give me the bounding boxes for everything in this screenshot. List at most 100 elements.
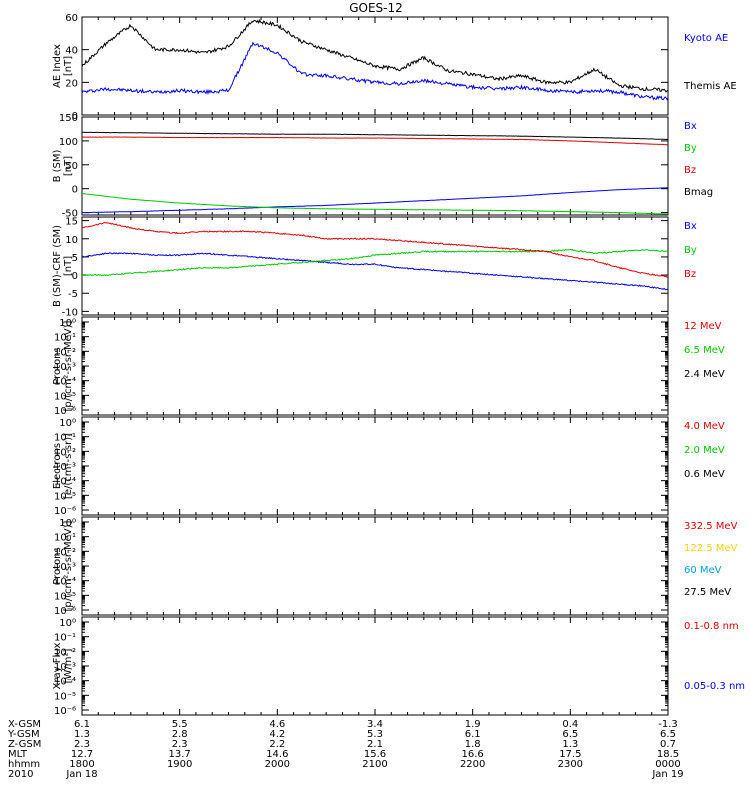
figure-title: GOES-12 bbox=[349, 1, 403, 15]
y-tick-label: 10⁻⁶ bbox=[54, 406, 76, 417]
y-axis-unit: [W/m²] bbox=[63, 648, 74, 683]
footer-cell: 3.4 bbox=[367, 719, 383, 730]
footer-cell: Jan 19 bbox=[651, 769, 683, 780]
panel-protons-1: Protons [p/(cm²-s-sr-MeV)]10⁰ 10⁻¹ 10⁻² 10⁻³… bbox=[52, 316, 725, 417]
panel-b-minus-crf: B (SM)-CRF (SM) [nT] -10 -5 0 5 10 15 Bx By Bz bbox=[52, 216, 697, 318]
y-tick-label: 50 bbox=[65, 161, 78, 172]
y-tick-label: 0 bbox=[72, 271, 78, 282]
footer-cell: 6.1 bbox=[465, 729, 481, 740]
y-tick-label: 10⁻⁵ bbox=[54, 691, 76, 702]
footer-cell: 12.7 bbox=[71, 749, 93, 760]
y-tick-label: 10⁻⁴ bbox=[54, 477, 76, 488]
y-axis-unit: [nT] bbox=[63, 256, 74, 276]
y-tick-label: -50 bbox=[62, 209, 78, 220]
y-tick-label: 10⁻² bbox=[54, 547, 76, 558]
footer-cell: 1.3 bbox=[74, 729, 90, 740]
y-tick-label: 5 bbox=[72, 253, 78, 264]
footer-row-label: MLT bbox=[8, 749, 28, 760]
y-tick-label: 10⁻⁴ bbox=[54, 677, 76, 688]
footer-cell: 16.6 bbox=[462, 749, 484, 760]
footer-cell: 18.5 bbox=[657, 749, 679, 760]
footer-cell: 4.6 bbox=[269, 719, 285, 730]
legend-entry: 60 MeV bbox=[684, 565, 722, 576]
legend-entry: 0.05-0.3 nm bbox=[684, 681, 745, 692]
legend-entry: 4.0 MeV bbox=[684, 421, 725, 432]
y-tick-label: 10⁻⁶ bbox=[54, 506, 76, 517]
footer-cell: 0.4 bbox=[562, 719, 578, 730]
footer-cell: 6.5 bbox=[562, 729, 578, 740]
y-tick-label: 10⁻² bbox=[54, 647, 76, 658]
y-tick-label: 10⁰ bbox=[59, 418, 76, 429]
y-axis-unit: [p/(cm²-s-sr-MeV)] bbox=[63, 520, 74, 611]
panel-electrons: Electrons [e/(cm²-s-sr)] 10⁰ 10⁻¹ 10⁻² 10⁻³ 10… bbox=[52, 416, 725, 517]
legend-entry: By bbox=[684, 143, 697, 154]
y-tick-label: 10⁻⁶ bbox=[54, 706, 76, 717]
legend-entry: Bx bbox=[684, 121, 697, 132]
legend-entry: Bz bbox=[684, 165, 696, 176]
footer-cell: 5.3 bbox=[367, 729, 383, 740]
panel-frame bbox=[81, 316, 669, 416]
series-line-bx bbox=[81, 252, 669, 291]
footer-cell: 4.2 bbox=[269, 729, 285, 740]
footer-cell: 1.9 bbox=[465, 719, 481, 730]
footer-cell: 2200 bbox=[460, 759, 485, 770]
y-tick-label: 10⁻¹ bbox=[54, 333, 76, 344]
legend-entry: Kyoto AE bbox=[684, 33, 728, 44]
y-axis-unit: [e/(cm²-s-sr)] bbox=[63, 433, 74, 499]
legend-entry: 122.5 MeV bbox=[684, 543, 738, 554]
footer-row-label: 2010 bbox=[8, 769, 33, 780]
y-tick-label: 60 bbox=[65, 13, 78, 24]
y-tick-label: 10 bbox=[65, 235, 78, 246]
panel-frame bbox=[81, 616, 669, 716]
footer-cell: 1800 bbox=[69, 759, 94, 770]
panel-frame bbox=[81, 516, 669, 616]
y-axis-unit: [nT] bbox=[63, 156, 74, 176]
legend-entry: Bmag bbox=[684, 187, 713, 198]
y-tick-label: 10⁻³ bbox=[54, 662, 76, 673]
footer-cell: 6.5 bbox=[660, 729, 676, 740]
y-tick-label: 10⁻¹ bbox=[54, 533, 76, 544]
panel-b-sm: B (SM) [nT] -50 0 50 100 150 Bx By Bz Bmag bbox=[52, 113, 713, 220]
legend-entry: 6.5 MeV bbox=[684, 345, 725, 356]
y-tick-label: 10⁻⁵ bbox=[54, 591, 76, 602]
y-axis-label: B (SM)-CRF (SM) bbox=[52, 225, 63, 307]
footer-cell: 5.5 bbox=[172, 719, 188, 730]
footer-row-label: hhmm bbox=[8, 759, 40, 770]
y-axis-label: Protons bbox=[52, 347, 63, 384]
y-tick-label: 10⁻² bbox=[54, 347, 76, 358]
panel-xray-flux: Xray Flux [W/m²] 10⁰ 10⁻¹ 10⁻² 10⁻³ 10⁻⁴ 10⁻⁵ 10… bbox=[52, 616, 745, 717]
y-tick-label: 10⁻¹ bbox=[54, 633, 76, 644]
y-tick-label: 10⁻⁴ bbox=[54, 377, 76, 388]
series-line-kyoto-ae bbox=[81, 41, 669, 101]
y-axis-label: Protons bbox=[52, 547, 63, 584]
y-tick-label: -10 bbox=[62, 307, 78, 318]
legend-entry: 332.5 MeV bbox=[684, 521, 738, 532]
footer-cell: 2.8 bbox=[172, 729, 188, 740]
legend-entry: 0.1-0.8 nm bbox=[684, 621, 739, 632]
y-tick-label: 10⁻⁴ bbox=[54, 577, 76, 588]
footer-cell: Jan 18 bbox=[65, 769, 97, 780]
footer-cell: 2.3 bbox=[172, 739, 188, 750]
footer-cell: 2100 bbox=[362, 759, 387, 770]
y-axis-label: AE Index bbox=[52, 44, 63, 88]
y-tick-label: 10⁻⁵ bbox=[54, 491, 76, 502]
y-tick-label: 10⁻³ bbox=[54, 362, 76, 373]
y-tick-label: 100 bbox=[59, 137, 78, 148]
footer-cell: 14.6 bbox=[266, 749, 288, 760]
legend-entry: Themis AE bbox=[683, 81, 737, 92]
y-tick-label: 0 bbox=[72, 111, 78, 122]
y-tick-label: 10⁰ bbox=[59, 518, 76, 529]
panel-frame bbox=[81, 416, 669, 516]
footer-cell: 0.7 bbox=[660, 739, 676, 750]
footer-cell: 15.6 bbox=[364, 749, 386, 760]
y-tick-label: 10⁻⁶ bbox=[54, 606, 76, 617]
legend-entry: By bbox=[684, 245, 697, 256]
y-axis-label: Electrons bbox=[52, 443, 63, 489]
footer-cell: -1.3 bbox=[658, 719, 678, 730]
footer-cell: 2300 bbox=[558, 759, 583, 770]
legend-entry: 2.0 MeV bbox=[684, 445, 725, 456]
y-tick-label: 10⁻² bbox=[54, 447, 76, 458]
footer-cell: 2000 bbox=[265, 759, 290, 770]
footer-cell: 13.7 bbox=[169, 749, 191, 760]
